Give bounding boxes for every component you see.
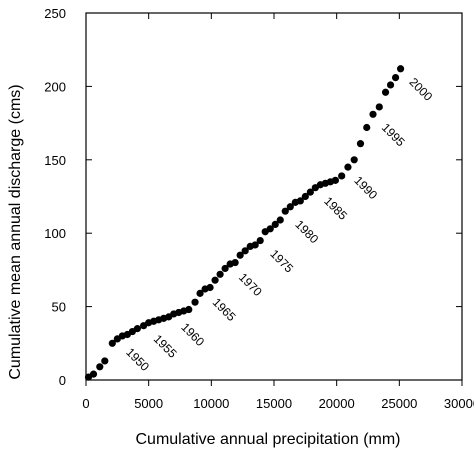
- year-annotation: 1995: [379, 121, 408, 150]
- data-point: [391, 73, 400, 82]
- data-point: [381, 88, 390, 96]
- year-annotation: 1985: [321, 194, 350, 223]
- data-point: [96, 363, 104, 371]
- year-annotation: 1990: [351, 173, 380, 202]
- y-tick-label: 0: [59, 373, 66, 388]
- year-annotation: 2000: [406, 75, 435, 104]
- data-point: [221, 264, 229, 273]
- year-annotation: 1970: [236, 270, 265, 299]
- data-point: [338, 172, 346, 180]
- x-tick-label: 5000: [134, 396, 163, 411]
- data-point: [206, 283, 214, 292]
- data-point: [231, 258, 239, 267]
- data-point: [296, 197, 304, 205]
- data-point: [386, 81, 395, 89]
- x-axis-title: Cumulative annual precipitation (mm): [136, 431, 401, 448]
- data-point: [191, 298, 199, 306]
- data-point: [306, 188, 314, 196]
- data-point: [375, 103, 383, 111]
- y-tick-label: 250: [44, 6, 66, 21]
- y-tick-label: 100: [44, 226, 66, 241]
- year-annotation: 1955: [151, 332, 180, 361]
- data-point: [101, 357, 109, 365]
- y-tick-label: 50: [52, 300, 66, 315]
- data-points: [84, 65, 405, 381]
- data-point: [350, 156, 358, 164]
- data-point: [286, 203, 294, 211]
- y-tick-label: 200: [44, 79, 66, 94]
- data-point: [108, 339, 116, 347]
- data-point: [251, 241, 259, 249]
- data-point: [133, 325, 141, 333]
- year-annotation: 1980: [292, 217, 321, 246]
- year-annotation: 1965: [210, 295, 239, 324]
- data-point: [396, 65, 405, 73]
- data-point: [216, 270, 224, 278]
- data-point: [301, 192, 309, 201]
- y-tick-label: 150: [44, 153, 66, 168]
- data-point: [276, 216, 284, 224]
- data-point: [211, 276, 219, 284]
- x-tick-label: 0: [82, 396, 89, 411]
- data-point: [281, 207, 289, 215]
- x-tick-label: 15000: [256, 396, 292, 411]
- data-point: [185, 305, 193, 314]
- data-point: [266, 225, 274, 233]
- year-annotation: 1950: [123, 345, 152, 374]
- data-point: [331, 176, 340, 184]
- data-point: [241, 247, 249, 255]
- data-point: [256, 236, 264, 245]
- data-point: [236, 251, 244, 259]
- year-annotation: 1975: [267, 247, 296, 276]
- data-point: [196, 289, 204, 297]
- y-axis: 0 50 100 150 200 250: [44, 6, 462, 388]
- x-tick-label: 20000: [319, 396, 355, 411]
- year-annotation: 1960: [178, 320, 207, 349]
- x-tick-label: 25000: [381, 396, 417, 411]
- y-axis-title: Cumulative mean annual discharge (cms): [7, 84, 24, 379]
- x-tick-label: 10000: [193, 396, 229, 411]
- data-point: [369, 110, 377, 118]
- data-point: [356, 140, 365, 148]
- data-point: [271, 220, 279, 228]
- data-point: [89, 370, 98, 378]
- data-point: [344, 163, 352, 171]
- data-point: [363, 123, 371, 132]
